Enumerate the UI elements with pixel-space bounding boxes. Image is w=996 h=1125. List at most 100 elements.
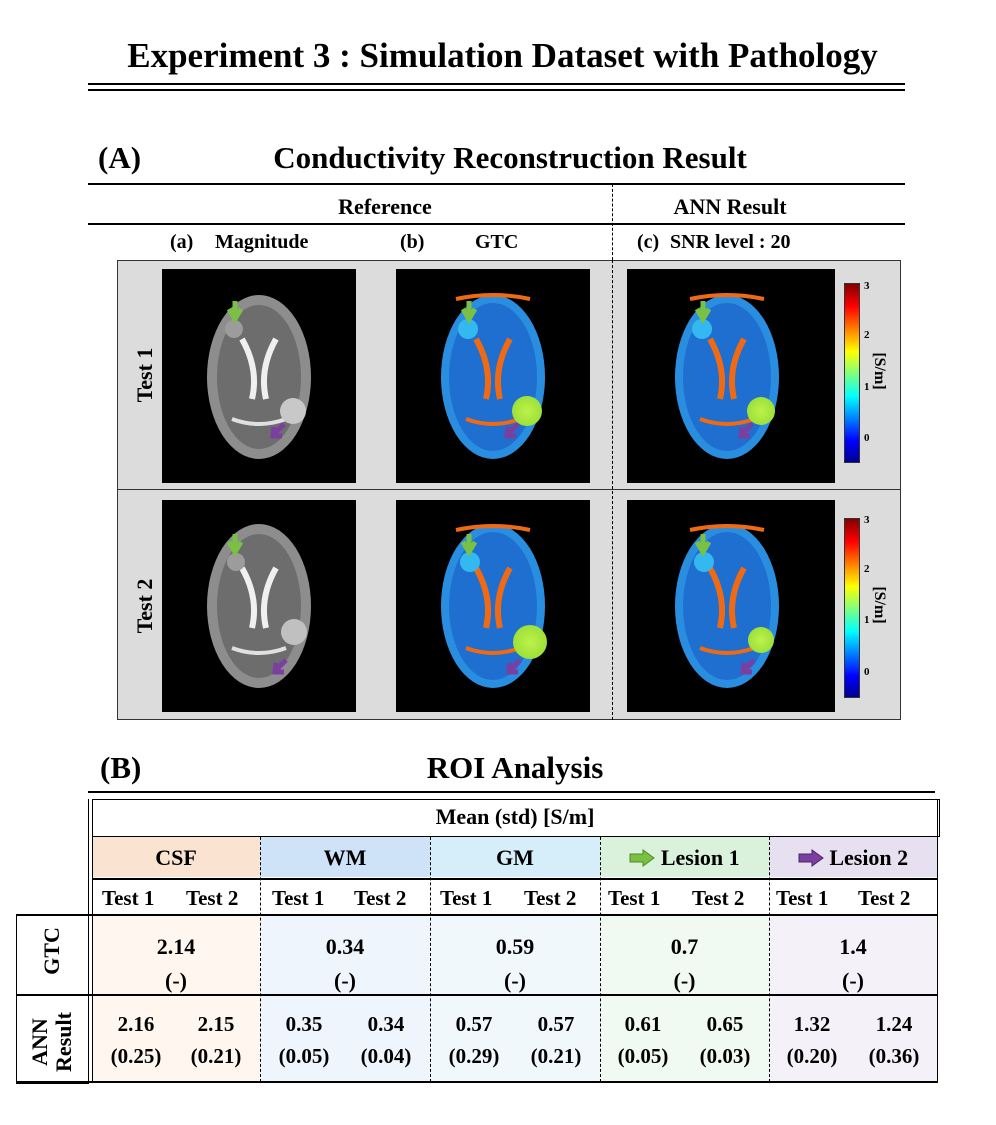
gtc-test2-image: [396, 500, 590, 712]
colorbar-test2: [844, 518, 860, 698]
col-head-csf: CSF: [155, 845, 197, 870]
cb2-tick-0: 0: [864, 666, 870, 678]
group-ann-label: ANN Result: [673, 194, 787, 219]
cb1-unit: [S/m]: [871, 352, 888, 390]
ann-l1-t1-std: (0.05): [617, 1044, 669, 1068]
ann-gm-t2: 0.57 (0.21): [516, 1008, 596, 1072]
row-label-box: [16, 914, 89, 1084]
cb1-tick-0: 0: [864, 432, 870, 444]
ann-l2-t1-std: (0.20): [786, 1044, 838, 1068]
sub-wm-t2: Test 2: [354, 886, 407, 910]
ann-gm-t1-mean: 0.57: [455, 1012, 493, 1036]
sub-gm-t2: Test 2: [524, 886, 577, 910]
ann-l2-t2-std: (0.36): [868, 1044, 920, 1068]
col-head-wm-bg: [260, 837, 430, 877]
table-left-double-1: [88, 799, 89, 1083]
lesion2-label: Lesion 2: [829, 845, 909, 870]
ann-l1-t1: 0.61 (0.05): [603, 1008, 683, 1072]
ann-l1-t2-std: (0.03): [699, 1044, 751, 1068]
section-a-rule-top: [88, 183, 905, 185]
ann-l1-t2: 0.65 (0.03): [685, 1008, 765, 1072]
table-right-border: [937, 799, 938, 1083]
cb2-tick-2: 2: [864, 563, 870, 575]
ann-csf-t2-std: (0.21): [190, 1044, 242, 1068]
table-bottom-rule: [16, 1081, 938, 1083]
gtc-l2-std: (-): [842, 968, 864, 993]
col-head-gm: GM: [496, 845, 534, 870]
gtc-l2-mean: 1.4: [839, 934, 867, 959]
col-head-gm-bg: [430, 837, 600, 877]
figure-title: Experiment 3 : Simulation Dataset with P…: [127, 36, 878, 75]
body-l2-bg: [769, 916, 937, 1082]
ann-wm-t1-std: (0.05): [278, 1044, 330, 1068]
col-head-l1-bg: [600, 837, 769, 877]
row-label-ann: ANN Result: [27, 994, 76, 1090]
ann-csf-t2: 2.15 (0.21): [176, 1008, 256, 1072]
ann-l2-t1: 1.32 (0.20): [772, 1008, 852, 1072]
col-c-letter: (c): [637, 231, 660, 253]
table-left-double-2: [92, 799, 93, 1083]
gtc-gm-mean: 0.59: [495, 934, 535, 959]
col-head-lesion1: Lesion 1: [600, 845, 769, 873]
arrow-green-icon: [629, 847, 656, 873]
section-a-label: (A): [98, 140, 142, 175]
col-div-1: [260, 837, 261, 1082]
gtc-gm-std: (-): [504, 968, 526, 993]
section-b-rule: [88, 791, 935, 793]
image-grid-row-divider: [117, 489, 901, 490]
ann-gm-t1-std: (0.29): [448, 1044, 500, 1068]
cb1-tick-3: 3: [864, 280, 870, 292]
ann-gm-t1: 0.57 (0.29): [434, 1008, 514, 1072]
subheader-top-rule: [92, 878, 938, 880]
gtc-csf: 2.14 (-): [92, 930, 260, 998]
col-b-name: GTC: [475, 231, 519, 253]
sub-csf-t2: Test 2: [186, 886, 239, 910]
arrow-purple-icon: [798, 847, 824, 873]
row-label-gtc: GTC: [39, 927, 64, 975]
title-underline-1: [88, 83, 905, 85]
ann-gm-t2-std: (0.21): [530, 1044, 582, 1068]
gtc-csf-mean: 2.14: [156, 934, 196, 959]
ann-csf-t1: 2.16 (0.25): [96, 1008, 176, 1072]
section-a-title: Conductivity Reconstruction Result: [273, 140, 747, 175]
ann-wm-t2-mean: 0.34: [367, 1012, 405, 1036]
gtc-gm: 0.59 (-): [430, 930, 600, 998]
col-head-l2-bg: [769, 837, 937, 877]
section-b-label: (B): [100, 750, 142, 785]
ann-l2-t2: 1.24 (0.36): [854, 1008, 934, 1072]
gtc-wm-mean: 0.34: [325, 934, 365, 959]
cb2-tick-3: 3: [864, 514, 870, 526]
section-b-title: ROI Analysis: [426, 750, 604, 785]
col-c-name: SNR level : 20: [670, 231, 791, 253]
cb2-tick-1: 1: [864, 614, 870, 626]
ann-test2-image: [627, 500, 835, 712]
sub-wm-t1: Test 1: [272, 886, 325, 910]
magnitude-test2-image: [162, 500, 356, 712]
gtc-wm-std: (-): [334, 968, 356, 993]
row-divider: [16, 994, 938, 996]
sub-gm-t1: Test 1: [440, 886, 493, 910]
row-label-test2: Test 2: [132, 578, 157, 634]
ann-wm-t2-std: (0.04): [360, 1044, 412, 1068]
cb1-tick-2: 2: [864, 329, 870, 341]
section-a-rule-mid: [88, 223, 905, 225]
gtc-l1-std: (-): [673, 968, 696, 993]
gtc-l1: 0.7 (-): [600, 930, 769, 998]
ann-csf-t1-std: (0.25): [110, 1044, 162, 1068]
col-a-name: Magnitude: [215, 231, 309, 253]
ann-wm-t1: 0.35 (0.05): [264, 1008, 344, 1072]
col-head-csf-bg: [92, 837, 260, 877]
body-csf-bg: [92, 916, 260, 1082]
ann-l1-t1-mean: 0.61: [624, 1012, 662, 1036]
gtc-wm: 0.34 (-): [260, 930, 430, 998]
ann-l2-t1-mean: 1.32: [793, 1012, 831, 1036]
col-b-letter: (b): [400, 231, 425, 253]
sub-csf-t1: Test 1: [102, 886, 155, 910]
col-a-letter: (a): [170, 231, 194, 253]
col-head-lesion2: Lesion 2: [769, 845, 937, 873]
row-label-test1: Test 1: [132, 347, 157, 403]
sub-l1-t2: Test 2: [692, 886, 745, 910]
header-divider: [612, 184, 613, 260]
ann-test1-image: [627, 269, 835, 483]
subheader-row: Test 1 Test 2 Test 1 Test 2 Test 1 Test …: [92, 880, 938, 916]
